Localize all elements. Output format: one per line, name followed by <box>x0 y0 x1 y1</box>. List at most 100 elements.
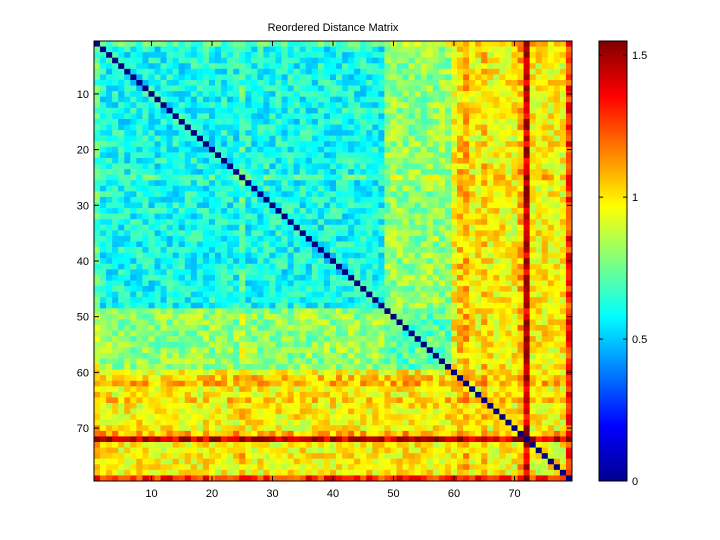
heatmap-cell <box>94 141 101 148</box>
heatmap-cell <box>221 46 228 53</box>
heatmap-cell <box>208 113 216 120</box>
heatmap-cell <box>287 185 294 192</box>
heatmap-cell <box>517 208 524 214</box>
heatmap-cell <box>499 163 506 170</box>
heatmap-cell <box>432 185 440 192</box>
heatmap-cell <box>420 286 428 292</box>
heatmap-cell <box>336 358 343 365</box>
heatmap-cell <box>142 219 149 226</box>
heatmap-cell <box>118 107 125 114</box>
heatmap-cell <box>148 364 155 370</box>
heatmap-cell <box>481 224 488 231</box>
heatmap-cell <box>263 79 270 86</box>
heatmap-cell <box>269 57 276 64</box>
heatmap-cell <box>317 302 325 309</box>
heatmap-cell <box>275 325 282 331</box>
heatmap-cell <box>444 157 452 164</box>
heatmap-cell <box>553 263 561 270</box>
heatmap-cell <box>166 347 173 354</box>
heatmap-cell <box>565 297 573 304</box>
heatmap-cell <box>208 336 216 343</box>
heatmap-cell <box>396 185 403 192</box>
heatmap-cell <box>94 68 101 75</box>
heatmap-cell <box>160 391 167 398</box>
heatmap-cell <box>402 180 409 187</box>
heatmap-cell <box>505 213 512 220</box>
heatmap-cell <box>299 68 307 75</box>
heatmap-cell <box>360 135 367 142</box>
heatmap-cell <box>505 330 512 337</box>
heatmap-cell <box>457 79 464 86</box>
heatmap-cell <box>118 386 125 393</box>
heatmap-cell <box>444 107 452 114</box>
heatmap-cell <box>336 191 343 198</box>
heatmap-cell <box>148 146 155 153</box>
heatmap-cell <box>469 369 476 376</box>
heatmap-cell <box>559 191 567 198</box>
heatmap-cell <box>287 196 294 203</box>
heatmap-cell <box>329 152 337 159</box>
heatmap-cell <box>215 130 222 136</box>
heatmap-cell <box>384 252 391 259</box>
heatmap-cell <box>402 85 409 92</box>
heatmap-cell <box>535 157 543 164</box>
heatmap-cell <box>511 135 518 142</box>
heatmap-cell <box>402 325 409 331</box>
heatmap-cell <box>130 63 137 70</box>
heatmap-cell <box>438 247 446 253</box>
heatmap-cell <box>263 386 270 393</box>
heatmap-cell <box>263 102 270 109</box>
heatmap-cell <box>438 241 446 248</box>
heatmap-cell <box>196 325 204 331</box>
heatmap-cell <box>438 308 446 315</box>
heatmap-cell <box>414 124 422 131</box>
heatmap-cell <box>420 113 428 120</box>
heatmap-cell <box>414 174 422 181</box>
heatmap-cell <box>305 358 313 365</box>
heatmap-cell <box>299 124 307 131</box>
heatmap-cell <box>499 102 506 109</box>
heatmap-cell <box>136 308 143 315</box>
heatmap-cell <box>481 375 488 382</box>
heatmap-cell <box>154 302 161 309</box>
heatmap-cell <box>148 79 155 86</box>
heatmap-cell <box>481 68 488 75</box>
heatmap-cell <box>233 96 240 103</box>
heatmap-cell <box>384 52 391 59</box>
heatmap-cell <box>196 146 204 153</box>
heatmap-cell <box>366 52 373 59</box>
heatmap-cell <box>245 41 252 47</box>
heatmap-cell <box>378 130 385 136</box>
heatmap-cell <box>378 375 385 382</box>
heatmap-cell <box>239 364 246 370</box>
heatmap-cell <box>323 124 331 131</box>
heatmap-cell <box>354 308 361 315</box>
heatmap-cell <box>245 297 252 304</box>
heatmap-cell <box>311 269 319 276</box>
heatmap-cell <box>221 63 228 70</box>
heatmap-cell <box>354 297 361 304</box>
heatmap-cell <box>444 163 452 170</box>
heatmap-cell <box>178 358 186 365</box>
heatmap-cell <box>493 274 500 281</box>
heatmap-cell <box>305 380 313 387</box>
heatmap-cell <box>342 152 349 159</box>
heatmap-cell <box>106 196 113 203</box>
heatmap-cell <box>136 369 143 376</box>
heatmap-cell <box>263 269 270 276</box>
heatmap-cell <box>469 91 476 97</box>
heatmap-cell <box>160 219 167 226</box>
heatmap-cell <box>112 352 119 359</box>
heatmap-cell <box>178 141 186 148</box>
heatmap-cell <box>136 297 143 304</box>
heatmap-cell <box>402 219 409 226</box>
heatmap-cell <box>172 135 180 142</box>
heatmap-cell <box>172 57 180 64</box>
heatmap-cell <box>148 313 155 320</box>
heatmap-cell <box>529 230 536 237</box>
heatmap-cell <box>360 124 367 131</box>
heatmap-cell <box>469 380 476 387</box>
heatmap-cell <box>275 118 282 125</box>
heatmap-cell <box>505 308 512 315</box>
heatmap-cell <box>202 352 210 359</box>
